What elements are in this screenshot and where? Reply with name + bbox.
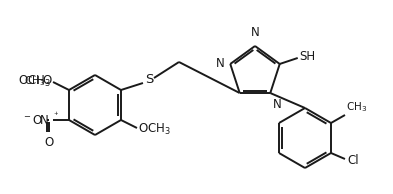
Text: $^+$: $^+$ bbox=[52, 110, 59, 119]
Text: Cl: Cl bbox=[347, 153, 358, 166]
Text: CH$_3$: CH$_3$ bbox=[346, 100, 367, 114]
Text: $^-$O: $^-$O bbox=[22, 113, 43, 126]
Text: S: S bbox=[145, 74, 153, 87]
Text: OCH$_3$: OCH$_3$ bbox=[18, 74, 51, 88]
Text: SH: SH bbox=[300, 50, 316, 63]
Text: N: N bbox=[40, 113, 49, 126]
Text: N: N bbox=[273, 98, 282, 111]
Text: N: N bbox=[251, 26, 259, 39]
Text: N: N bbox=[215, 57, 224, 70]
Text: OCH$_3$: OCH$_3$ bbox=[138, 121, 171, 137]
Text: O: O bbox=[43, 74, 52, 87]
Text: CH$_3$: CH$_3$ bbox=[24, 74, 45, 88]
Text: O: O bbox=[44, 136, 53, 149]
